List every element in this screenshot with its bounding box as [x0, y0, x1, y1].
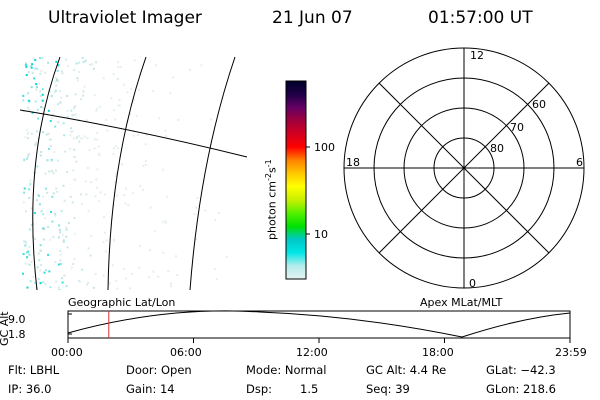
longitude-line [32, 56, 61, 290]
mlt-line-diag [378, 82, 550, 254]
door-info: Door: Open [126, 363, 192, 377]
xtick-0000: 00:00 [51, 346, 83, 359]
ip-info: IP: 36.0 [8, 382, 52, 396]
seq-info: Seq: 39 [366, 382, 410, 396]
longitude-line [189, 56, 236, 290]
time-label: 01:57:00 UT [428, 8, 533, 28]
instrument-title: Ultraviolet Imager [48, 8, 202, 28]
ytick-1-8: 1.8 [8, 328, 26, 341]
colorbar-tick-100: 100 [314, 141, 335, 154]
apex-label: Apex MLat/MLT [420, 296, 503, 309]
altitude-timeline [67, 310, 571, 343]
lat-label-70: 70 [510, 121, 524, 134]
xtick-0600: 06:00 [170, 346, 202, 359]
auroral-image-map [20, 56, 248, 290]
colorbar [285, 80, 310, 280]
auroral-emission-speckles [22, 57, 228, 290]
xtick-1800: 18:00 [422, 346, 454, 359]
mlt-label-0: 0 [469, 277, 476, 290]
polar-plot [343, 47, 585, 289]
gc-alt-info: GC Alt: 4.4 Re [366, 363, 447, 377]
mlt-label-6: 6 [576, 156, 583, 169]
gain-info: Gain: 14 [126, 382, 175, 396]
lat-label-80: 80 [490, 142, 504, 155]
filter-info: Flt: LBHL [8, 363, 60, 377]
glat-info: GLat: −42.3 [486, 363, 556, 377]
dsp-info-value: 1.5 [300, 382, 319, 396]
colorbar-unit-label: photon cm-2s-1 [264, 159, 279, 240]
mode-info: Mode: Normal [246, 363, 327, 377]
geographic-label: Geographic Lat/Lon [68, 296, 176, 309]
mlt-label-18: 18 [346, 156, 360, 169]
colorbar-tick-10: 10 [314, 228, 328, 241]
gc-alt-axis-title: GC Alt [0, 311, 11, 346]
longitude-line [107, 56, 147, 290]
lat-label-60: 60 [532, 98, 546, 111]
altitude-curve [67, 310, 571, 338]
glon-info: GLon: 218.6 [486, 382, 556, 396]
dsp-info-label: Dsp: [246, 382, 273, 396]
xtick-1200: 12:00 [296, 346, 328, 359]
ytick-9: 9.0 [8, 313, 26, 326]
xtick-2359: 23:59 [555, 346, 587, 359]
mlt-label-12: 12 [470, 49, 484, 62]
latitude-line [20, 109, 248, 158]
date-label: 21 Jun 07 [272, 8, 353, 28]
